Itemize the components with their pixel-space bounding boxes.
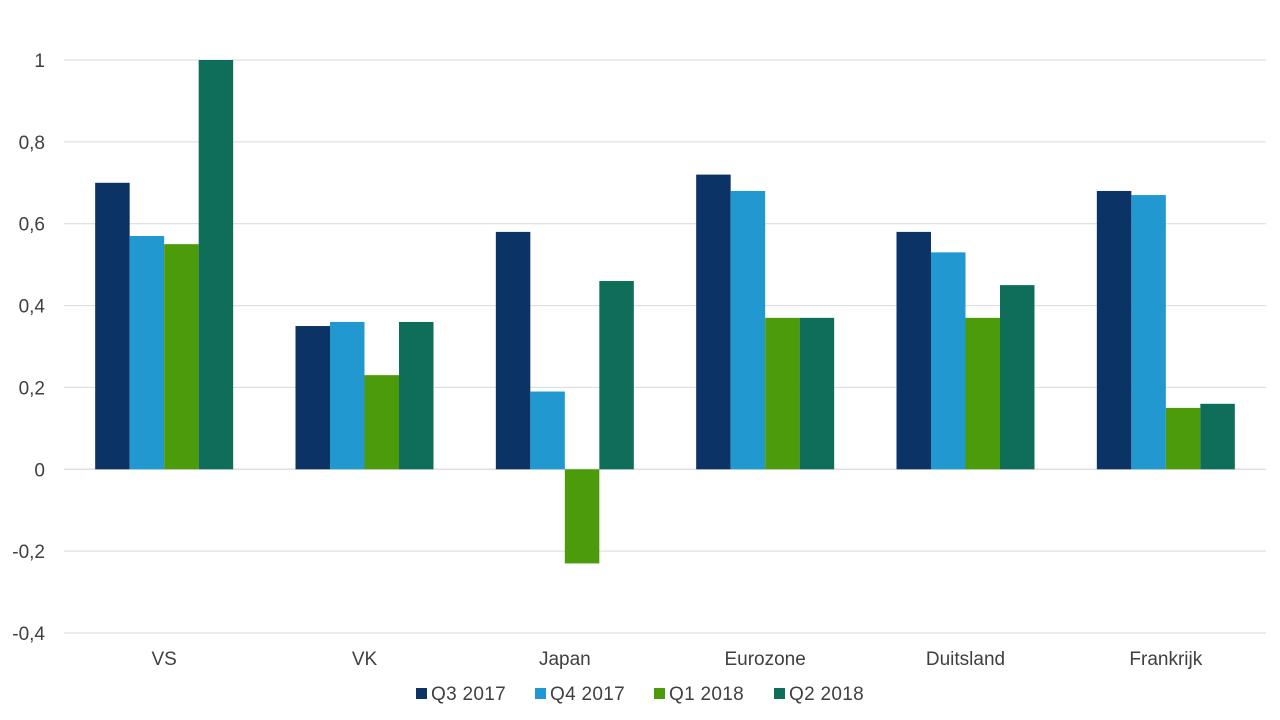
bar-japan-q4-2017 <box>530 391 565 470</box>
x-axis-categories: VS VK Japan Eurozone Duitsland Frankrijk <box>151 649 1202 670</box>
bar-eurozone-q4-2017 <box>730 190 766 470</box>
bar-eurozone-q3-2017 <box>696 174 731 470</box>
legend: Q3 2017 Q4 2017 Q1 2018 Q2 2018 <box>416 684 864 705</box>
legend-swatch <box>654 688 665 699</box>
bars <box>95 60 1235 564</box>
legend-label: Q3 2017 <box>431 684 506 705</box>
bar-vk-q2-2018 <box>399 321 434 470</box>
x-category-label: Eurozone <box>724 649 805 670</box>
legend-swatch <box>416 688 427 699</box>
y-tick-label: 0,4 <box>19 297 46 318</box>
y-tick-label: 1 <box>34 51 45 72</box>
bar-frankrijk-q2-2018 <box>1200 403 1235 470</box>
legend-swatch <box>774 688 785 699</box>
bar-vk-q3-2017 <box>295 326 330 470</box>
bar-japan-q1-2018 <box>564 469 600 564</box>
bar-vs-q3-2017 <box>95 182 130 470</box>
bar-duitsland-q1-2018 <box>965 317 1000 470</box>
bar-vk-q4-2017 <box>330 321 365 470</box>
bar-eurozone-q1-2018 <box>765 317 800 470</box>
bar-vs-q4-2017 <box>129 235 165 470</box>
y-tick-label: 0,6 <box>19 215 45 236</box>
bar-vs-q2-2018 <box>198 60 234 470</box>
y-tick-label: 0 <box>34 460 45 481</box>
x-category-label: Frankrijk <box>1129 649 1202 670</box>
gridlines <box>64 59 1266 634</box>
bar-vk-q1-2018 <box>364 375 399 470</box>
y-axis-ticks: 1 0,8 0,6 0,4 0,2 0 -0,2 -0,4 <box>12 51 45 645</box>
x-category-label: Japan <box>539 649 591 670</box>
x-category-label: VK <box>352 649 378 670</box>
bar-eurozone-q2-2018 <box>799 317 835 470</box>
y-tick-label: -0,4 <box>12 624 45 645</box>
y-tick-label: 0,8 <box>19 133 45 154</box>
x-category-label: VS <box>151 649 176 670</box>
bar-duitsland-q4-2017 <box>931 252 966 470</box>
bar-vs-q1-2018 <box>164 244 199 470</box>
legend-label: Q2 2018 <box>789 684 864 705</box>
bar-japan-q3-2017 <box>495 231 531 470</box>
bar-frankrijk-q3-2017 <box>1096 190 1132 470</box>
y-tick-label: 0,2 <box>19 378 45 399</box>
y-tick-label: -0,2 <box>12 542 45 563</box>
legend-label: Q4 2017 <box>550 684 625 705</box>
bar-japan-q2-2018 <box>599 281 634 470</box>
x-category-label: Duitsland <box>926 649 1005 670</box>
legend-label: Q1 2018 <box>669 684 744 705</box>
legend-swatch <box>535 688 546 699</box>
bar-duitsland-q2-2018 <box>1000 285 1035 470</box>
bar-frankrijk-q4-2017 <box>1131 195 1166 470</box>
bar-duitsland-q3-2017 <box>896 231 931 470</box>
bar-frankrijk-q1-2018 <box>1165 407 1201 470</box>
